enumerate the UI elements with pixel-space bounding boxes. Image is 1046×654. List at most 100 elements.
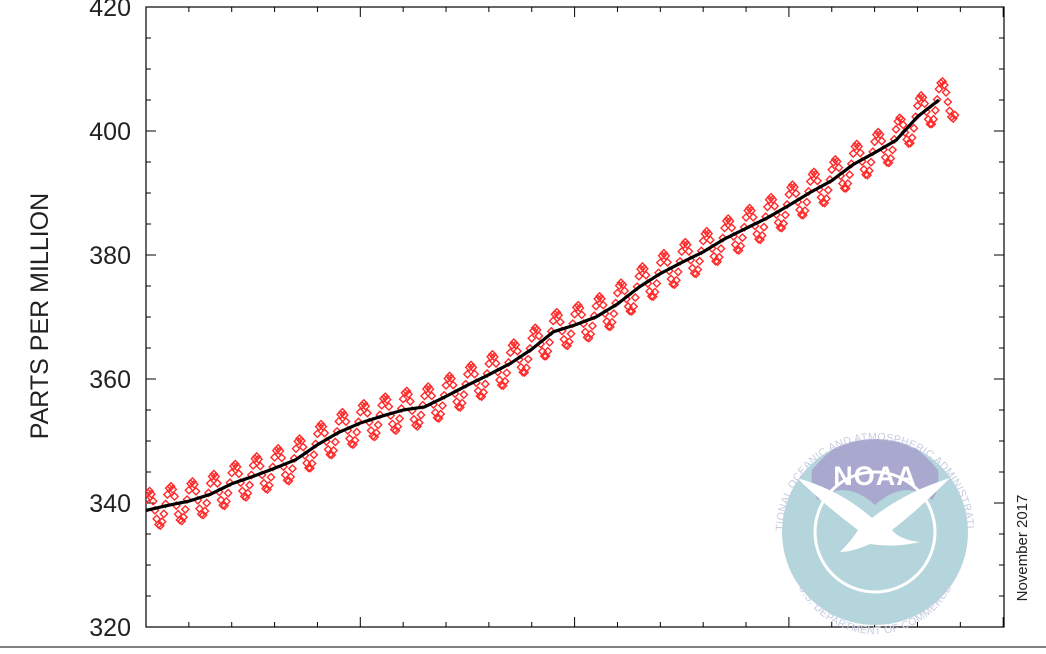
data-point: [939, 80, 949, 90]
data-point: [827, 165, 837, 175]
data-point: [307, 458, 317, 469]
data-point: [877, 136, 887, 146]
y-tick-label: 340: [89, 490, 131, 518]
data-point: [934, 84, 944, 94]
data-point: [146, 489, 156, 499]
data-point: [757, 230, 767, 241]
data-point: [950, 110, 960, 120]
y-tick-label: 320: [89, 614, 131, 642]
data-point: [802, 197, 812, 207]
y-tick-label: 400: [89, 118, 131, 146]
data-point: [762, 202, 773, 212]
data-point: [812, 176, 823, 186]
data-point: [714, 252, 724, 262]
data-point: [191, 486, 201, 496]
data-point: [705, 235, 715, 245]
data-point: [848, 148, 858, 159]
data-point: [264, 480, 274, 490]
data-point: [521, 363, 531, 373]
data-point: [146, 494, 151, 505]
data-point: [402, 386, 412, 396]
data-point: [607, 317, 617, 327]
data-point: [673, 267, 683, 277]
data-point: [566, 329, 576, 339]
data-point: [443, 373, 453, 384]
data-point: [319, 428, 330, 438]
data-point: [394, 414, 405, 424]
data-point: [169, 491, 180, 502]
y-axis-title: PARTS PER MILLION: [26, 193, 54, 439]
data-point: [286, 472, 296, 482]
data-point: [255, 461, 265, 471]
data-point: [870, 137, 880, 147]
data-point: [655, 258, 665, 268]
data-point: [853, 141, 864, 152]
data-point: [464, 362, 474, 372]
data-point: [377, 400, 387, 410]
data-point: [266, 472, 276, 482]
data-point: [716, 244, 726, 254]
logo-bird: [797, 478, 950, 552]
data-point: [737, 233, 748, 243]
data-point: [403, 389, 414, 399]
data-point: [211, 472, 221, 482]
data-point: [928, 114, 939, 124]
data-point: [243, 488, 253, 498]
data-point: [512, 346, 523, 356]
data-point: [555, 317, 565, 327]
data-point: [903, 138, 914, 149]
data-point: [416, 410, 426, 420]
data-point: [778, 218, 789, 229]
data-point: [202, 498, 212, 508]
data-point: [612, 288, 623, 298]
data-point: [384, 401, 394, 412]
data-point: [457, 398, 467, 408]
data-point: [828, 157, 839, 167]
data-point: [182, 494, 192, 505]
data-point: [553, 310, 564, 320]
data-point: [462, 369, 473, 379]
data-point: [382, 395, 392, 405]
data-point: [312, 429, 323, 439]
data-point: [459, 390, 469, 400]
data-point: [866, 157, 876, 167]
data-point: [200, 506, 210, 516]
data-point: [886, 153, 896, 164]
data-point: [269, 452, 280, 462]
data-point: [909, 123, 919, 133]
data-point: [575, 303, 585, 313]
data-point: [446, 373, 456, 384]
data-point: [184, 485, 194, 495]
data-point: [159, 509, 169, 519]
data-point: [650, 287, 660, 297]
data-point: [941, 87, 951, 98]
data-point: [425, 384, 435, 394]
data-point: [891, 124, 901, 134]
data-point: [800, 206, 810, 216]
data-point: [405, 396, 415, 406]
data-point: [786, 182, 796, 192]
data-point: [414, 418, 424, 428]
data-point: [436, 409, 446, 419]
data-point: [937, 76, 948, 87]
data-point: [252, 451, 262, 462]
data-point: [221, 496, 231, 507]
data-point: [759, 222, 769, 232]
data-point: [587, 321, 598, 331]
data-point: [577, 310, 587, 320]
data-point: [609, 309, 619, 319]
data-point: [361, 401, 371, 411]
data-point: [943, 97, 953, 107]
data-point: [914, 93, 924, 103]
logo-word: NOAA: [833, 461, 917, 491]
data-point: [328, 445, 339, 456]
data-point: [625, 306, 635, 316]
data-point: [573, 300, 583, 310]
data-point: [741, 212, 751, 222]
data-point: [791, 188, 801, 199]
data-point: [528, 326, 539, 336]
data-point: [721, 216, 731, 226]
data-point: [907, 133, 917, 143]
data-point: [770, 201, 780, 211]
data-point: [157, 517, 167, 527]
